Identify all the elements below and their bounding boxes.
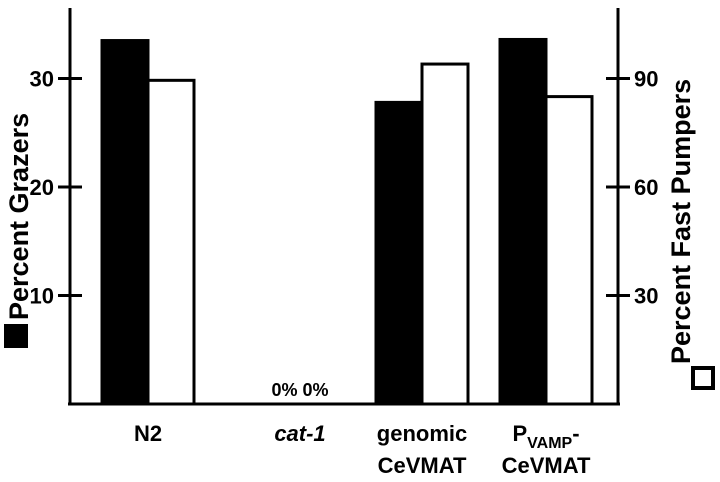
category-label: CeVMAT <box>502 453 591 478</box>
bars <box>100 37 594 406</box>
category-label: genomic <box>377 421 467 446</box>
category-label: cat-1 <box>274 421 325 446</box>
category-label: CeVMAT <box>378 453 467 478</box>
zero-value-label: 0% 0% <box>271 380 328 400</box>
left-tick-label: 10 <box>30 284 54 309</box>
category-label: N2 <box>134 421 162 446</box>
left-tick-label: 20 <box>30 175 54 200</box>
grazers-bar-3 <box>498 37 548 406</box>
fast-pumpers-bar-2 <box>420 62 470 406</box>
left-tick-label: 30 <box>30 67 54 92</box>
grazers-bar-0 <box>100 39 150 406</box>
left-axis-title: Percent Grazers <box>4 113 34 320</box>
grazers-bar-2 <box>374 100 424 406</box>
right-axis-title: Percent Fast Pumpers <box>666 79 696 364</box>
right-tick-label: 30 <box>634 284 658 309</box>
right-tick-label: 90 <box>634 67 658 92</box>
category-label: PVAMP- <box>512 421 579 452</box>
fast-pumpers-bar-3 <box>544 95 594 406</box>
fast-pumpers-bar-0 <box>146 78 196 406</box>
fast-pumpers-legend-swatch <box>691 366 715 390</box>
grazers-legend-swatch <box>4 324 28 348</box>
right-tick-label: 60 <box>634 175 658 200</box>
